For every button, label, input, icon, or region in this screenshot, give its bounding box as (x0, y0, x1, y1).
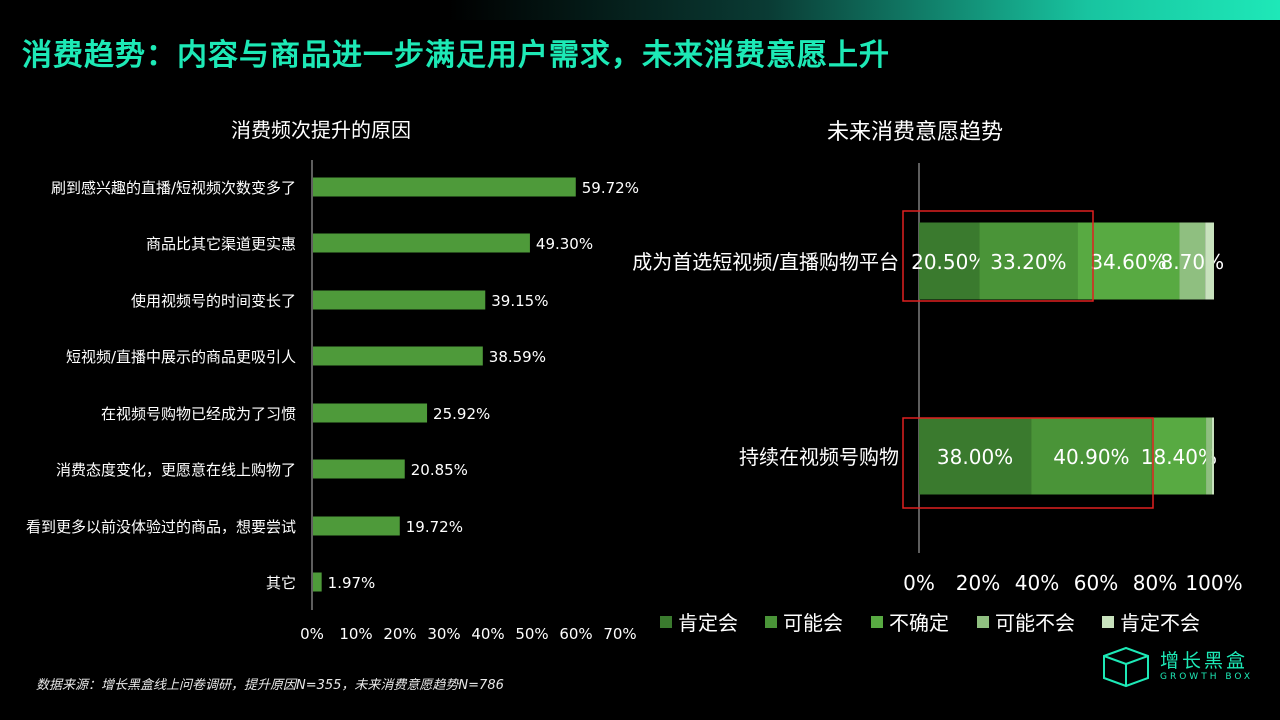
left-bar (313, 516, 400, 536)
stacked-segment (919, 417, 1032, 495)
left-category-label: 看到更多以前没体验过的商品，想要尝试 (26, 518, 296, 536)
right-tick-label: 20% (956, 571, 1000, 595)
legend-label: 不确定 (889, 611, 949, 635)
legend-label: 可能不会 (995, 611, 1075, 635)
left-category-label: 商品比其它渠道更实惠 (146, 235, 296, 253)
top-gradient-bar (0, 0, 1280, 20)
stacked-value-label: 38.00% (937, 445, 1013, 469)
legend-swatch (977, 616, 989, 628)
stacked-segment (1206, 417, 1212, 495)
legend-swatch (660, 616, 672, 628)
left-value-label: 19.72% (406, 518, 463, 536)
left-tick-label: 10% (339, 625, 372, 643)
left-category-label: 刷到感兴趣的直播/短视频次数变多了 (51, 179, 296, 197)
highlight-box (902, 210, 1094, 302)
left-tick-label: 50% (515, 625, 548, 643)
stacked-segment (919, 222, 980, 300)
left-category-label: 短视频/直播中展示的商品更吸引人 (66, 348, 296, 366)
data-source-note: 数据来源：增长黑盒线上问卷调研，提升原因N=355，未来消费意愿趋势N=786 (36, 678, 504, 693)
logo-text-en: GROWTH BOX (1160, 672, 1254, 682)
right-tick-label: 80% (1133, 571, 1177, 595)
left-bar (313, 459, 405, 479)
stacked-segment (1179, 222, 1206, 300)
left-bar (313, 233, 530, 253)
stacked-segment (1077, 222, 1180, 300)
growth-box-logo: 增长黑盒 GROWTH BOX (1098, 644, 1258, 690)
stacked-value-label: 34.60% (1090, 250, 1166, 274)
right-category-label: 成为首选短视频/直播购物平台 (632, 250, 899, 274)
left-tick-label: 0% (300, 625, 324, 643)
left-tick-label: 30% (427, 625, 460, 643)
legend-label: 肯定会 (678, 611, 738, 635)
right-tick-label: 0% (903, 571, 935, 595)
stacked-value-label: 33.20% (990, 250, 1066, 274)
left-bar (313, 346, 483, 366)
left-chart-title: 消费频次提升的原因 (231, 118, 411, 142)
left-value-label: 39.15% (491, 292, 548, 310)
stacked-value-label: 40.90% (1053, 445, 1129, 469)
left-category-label: 在视频号购物已经成为了习惯 (101, 405, 296, 423)
left-category-label: 其它 (266, 574, 296, 592)
stacked-value-label: 18.40% (1141, 445, 1217, 469)
highlight-box (902, 417, 1154, 509)
cube-logo-icon (1103, 646, 1149, 688)
left-tick-label: 60% (559, 625, 592, 643)
stacked-segment (979, 222, 1078, 300)
left-tick-label: 40% (471, 625, 504, 643)
left-bar (313, 572, 322, 592)
right-tick-label: 60% (1074, 571, 1118, 595)
legend-swatch (765, 616, 777, 628)
legend-label: 可能会 (783, 611, 843, 635)
left-bar (313, 177, 576, 197)
left-bar (313, 403, 428, 423)
left-value-label: 25.92% (433, 405, 490, 423)
left-value-label: 59.72% (582, 179, 639, 197)
left-category-label: 使用视频号的时间变长了 (131, 292, 296, 310)
left-category-label: 消费态度变化，更愿意在线上购物了 (56, 461, 296, 479)
page-title: 消费趋势：内容与商品进一步满足用户需求，未来消费意愿上升 (22, 38, 890, 73)
stacked-value-label: 8.70% (1161, 250, 1225, 274)
right-tick-label: 100% (1185, 571, 1242, 595)
left-value-label: 20.85% (411, 461, 468, 479)
stacked-segment (1151, 417, 1207, 495)
left-value-label: 49.30% (536, 235, 593, 253)
left-tick-label: 70% (603, 625, 636, 643)
right-category-label: 持续在视频号购物 (739, 445, 899, 469)
left-value-label: 1.97% (328, 574, 376, 592)
legend-swatch (871, 616, 883, 628)
left-bar (313, 290, 486, 310)
right-tick-label: 40% (1015, 571, 1059, 595)
stacked-segment (1205, 222, 1214, 300)
stacked-value-label: 20.50% (911, 250, 987, 274)
stacked-segment (1031, 417, 1152, 495)
logo-text-cn: 增长黑盒 (1160, 650, 1249, 672)
legend-label: 肯定不会 (1120, 611, 1200, 635)
left-value-label: 38.59% (489, 348, 546, 366)
stacked-segment (1211, 417, 1214, 495)
legend-swatch (1102, 616, 1114, 628)
left-tick-label: 20% (383, 625, 416, 643)
right-chart-title: 未来消费意愿趋势 (827, 120, 1004, 145)
